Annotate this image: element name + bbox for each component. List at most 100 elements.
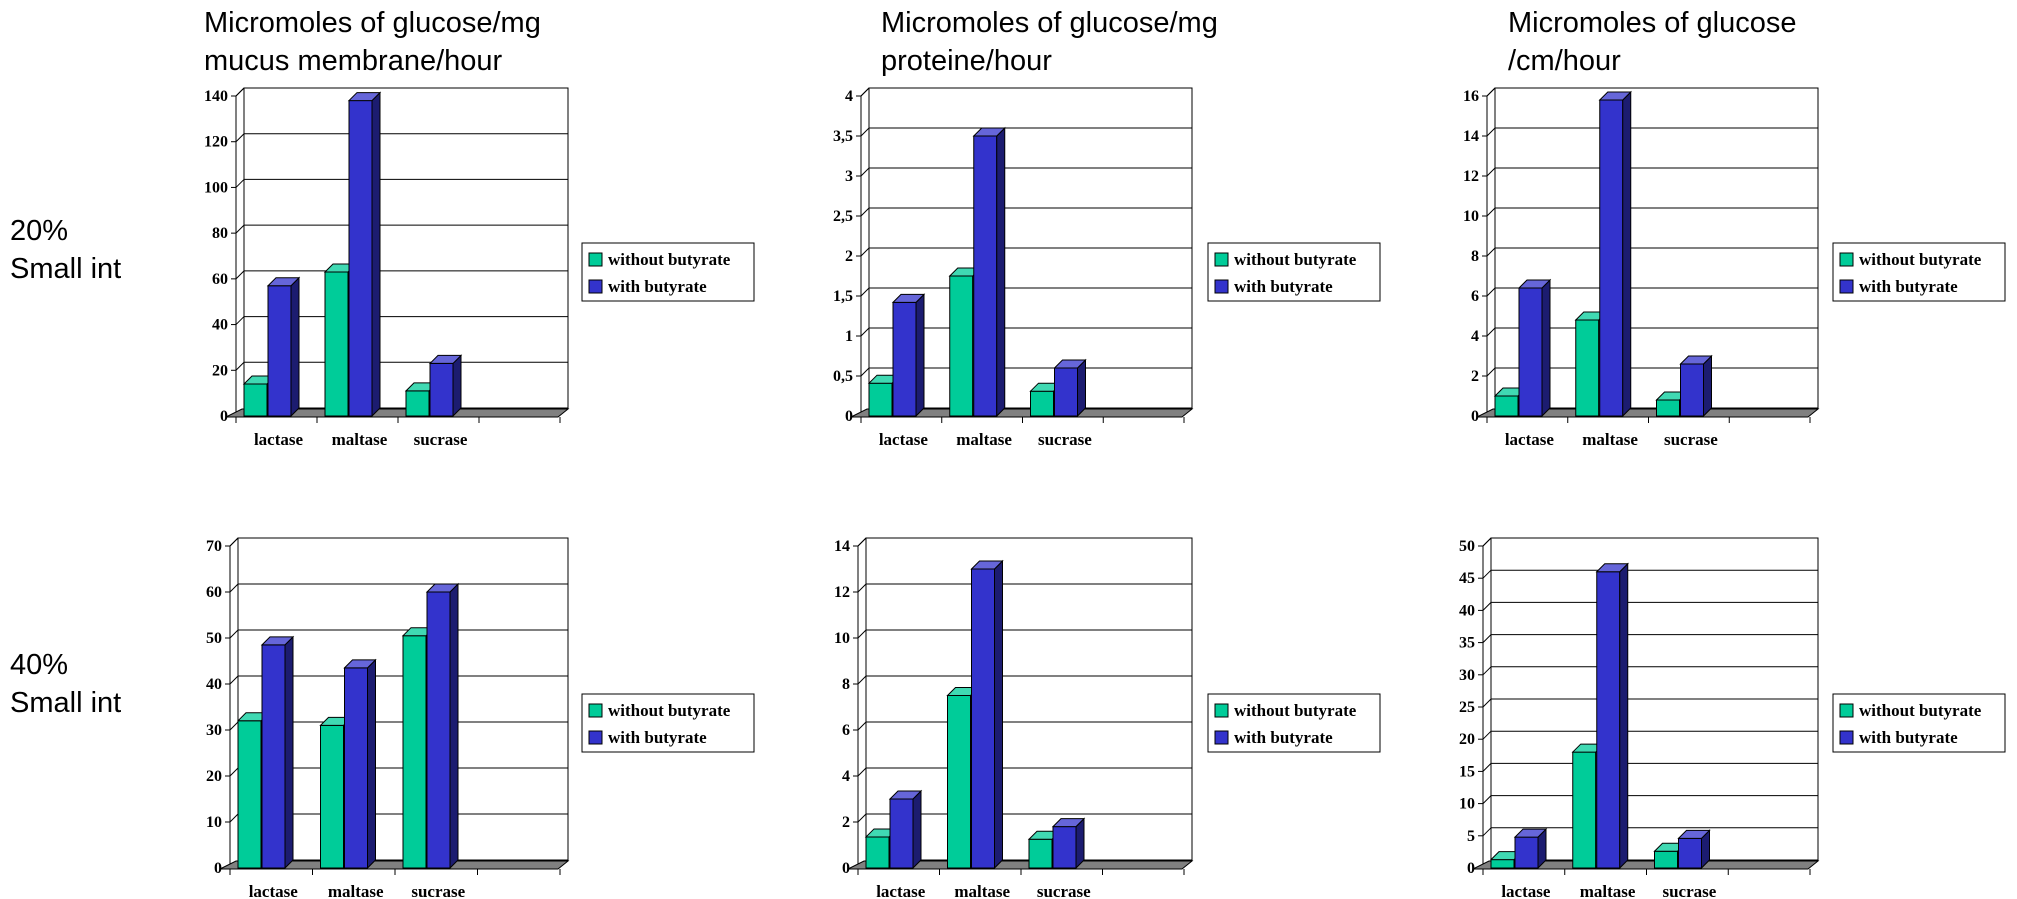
chart-panel-1: 0 20 40 60 80 100 120 140 lactase maltase sucrase w…	[204, 87, 755, 449]
bar-front	[237, 720, 262, 869]
bar-top	[891, 293, 926, 303]
bar-front	[1028, 838, 1053, 869]
gridline-side	[857, 675, 867, 685]
legend-label: with butyrate	[1859, 277, 1958, 296]
x-category-label: lactase	[249, 882, 299, 899]
legend-swatch	[588, 730, 603, 745]
legend-label: with butyrate	[1234, 277, 1333, 296]
column-title-2: Micromoles of glucose/mg proteine/hour	[881, 4, 1218, 80]
column-title-1-line-1: Micromoles of glucose/mg	[204, 7, 541, 39]
y-tick-label: 6	[1471, 288, 1479, 305]
bar-maltase-with-butyrate	[343, 658, 377, 870]
chart-panel-6: 0 5 10 15 20 25 30 35 40 45 50 lactase maltase sucras…	[1459, 537, 2006, 899]
legend-label: without butyrate	[608, 701, 731, 720]
gridline-side	[860, 247, 870, 257]
chart-panel-4: 0 10 20 30 40 50 60 70 lactase maltase sucrase with…	[206, 537, 755, 899]
y-tick-label: 0	[214, 860, 222, 877]
y-tick-label: 5	[1467, 828, 1475, 845]
y-tick-label: 12	[834, 584, 850, 601]
x-category-label: sucrase	[414, 430, 468, 449]
bar-top	[1053, 359, 1087, 369]
gridline-side	[857, 629, 867, 639]
y-tick-label: 100	[204, 179, 228, 196]
bar-front	[892, 301, 917, 417]
legend-swatch	[1214, 730, 1229, 745]
chart-panel-3: 0 2 4 6 8 10 12 14 16 lactase maltase sucrase withou…	[1463, 87, 2006, 449]
bar-top	[1598, 91, 1632, 101]
legend-label: without butyrate	[1859, 701, 1982, 720]
bar-front	[868, 382, 893, 417]
gridline-side	[235, 316, 245, 325]
y-tick-label: 0	[845, 408, 853, 425]
gridline-side	[229, 629, 239, 639]
y-tick-label: 10	[1459, 796, 1475, 813]
bar-top	[1051, 818, 1086, 828]
bar-top	[1517, 279, 1552, 289]
legend-swatch	[588, 252, 603, 267]
bar-front	[1599, 99, 1624, 417]
bar-side	[1541, 278, 1551, 418]
bar-front	[1596, 571, 1621, 869]
y-tick-label: 2	[842, 814, 850, 831]
bar-lactase-with-butyrate	[260, 635, 295, 870]
gridline-side	[235, 361, 245, 371]
column-title-3: Micromoles of glucose /cm/hour	[1508, 4, 1797, 80]
bar-front	[947, 695, 971, 869]
legend-swatch	[1839, 703, 1854, 718]
bar-side	[1619, 562, 1629, 870]
gridline-side	[857, 767, 867, 777]
bar-front	[1490, 859, 1515, 869]
bar-front	[1575, 319, 1600, 417]
gridline-side	[1482, 698, 1492, 708]
plot-floor	[225, 408, 570, 418]
gridline-side	[1486, 207, 1496, 217]
bar-side	[1622, 90, 1632, 418]
y-tick-label: 30	[206, 722, 222, 739]
x-category-label: lactase	[1505, 430, 1555, 449]
legend-swatch	[1214, 703, 1229, 718]
x-category-label: maltase	[954, 882, 1010, 899]
bar-maltase-with-butyrate	[1595, 562, 1629, 870]
bar-top	[266, 277, 301, 287]
bar-lactase-with-butyrate	[888, 789, 923, 870]
y-axis-top	[235, 87, 245, 97]
legend-label: with butyrate	[608, 728, 707, 747]
y-tick-label: 8	[1471, 248, 1479, 265]
bar-front	[1678, 837, 1702, 869]
gridline-side	[860, 287, 870, 297]
bar-front	[320, 724, 344, 869]
bar-top	[1679, 355, 1713, 365]
y-tick-label: 10	[206, 814, 222, 831]
bar-front	[1030, 390, 1054, 417]
bar-maltase-with-butyrate	[970, 559, 1004, 870]
y-axis-top	[1486, 87, 1496, 97]
bar-front	[971, 568, 995, 869]
y-tick-label: 50	[1459, 538, 1475, 555]
legend-swatch	[1839, 252, 1854, 267]
bar-top	[260, 636, 295, 646]
legend-label: without butyrate	[1859, 250, 1982, 269]
x-category-label: sucrase	[1662, 882, 1716, 899]
bar-side	[1077, 358, 1086, 418]
bar-sucrase-without-butyrate	[404, 381, 439, 418]
gridline-side	[1482, 569, 1492, 579]
column-title-3-line-2: /cm/hour	[1508, 45, 1621, 77]
gridline-side	[1486, 287, 1496, 297]
y-tick-label: 140	[204, 88, 228, 105]
column-title-3-line-1: Micromoles of glucose	[1508, 7, 1797, 39]
y-axis-top	[857, 537, 867, 547]
bar-front	[973, 135, 998, 417]
bar-side	[996, 126, 1006, 418]
legend-box	[581, 242, 755, 302]
bar-sucrase-with-butyrate	[1679, 354, 1713, 418]
y-tick-label: 40	[212, 317, 228, 334]
legend-swatch	[588, 279, 603, 294]
plot-floor	[1476, 408, 1820, 418]
gridline-side	[857, 813, 867, 823]
y-tick-label: 0,5	[833, 368, 853, 385]
row-label-1: 20% Small int	[10, 212, 121, 288]
legend-label: without butyrate	[608, 250, 731, 269]
gridline-side	[860, 127, 870, 137]
y-tick-label: 45	[1459, 570, 1475, 587]
